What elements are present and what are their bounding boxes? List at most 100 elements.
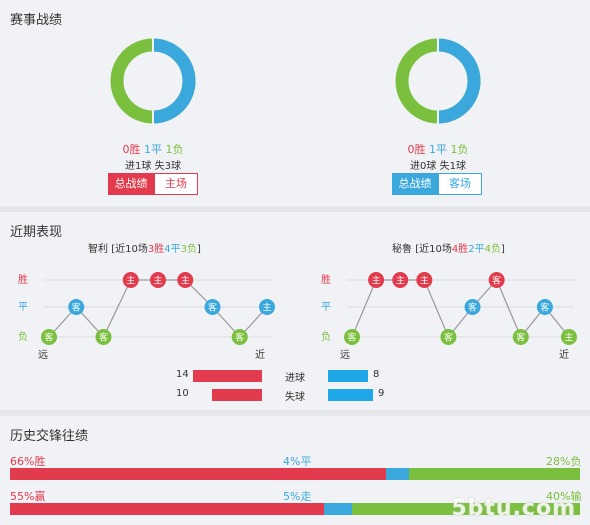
left-form-point	[68, 299, 85, 315]
right-form-venue-label: 主	[564, 332, 573, 344]
right-record-summary: 0胜 1平 1负	[388, 141, 488, 157]
left-goals-against-bar	[212, 389, 262, 401]
left-axis-draw: 平	[18, 302, 28, 313]
right-axis-win: 胜	[321, 274, 331, 286]
right-form-point	[488, 272, 505, 288]
right-recent-suffix: ]	[500, 244, 505, 255]
right-form-point	[464, 299, 481, 315]
left-form-venue-label: 主	[181, 275, 190, 287]
history-row2-draw-label: 5%走	[283, 490, 312, 503]
left-form-venue-label: 客	[99, 332, 108, 344]
right-axis-far: 远	[340, 349, 350, 361]
left-form-line: 客客客主主主客客主	[41, 272, 275, 345]
right-form-venue-label: 主	[372, 275, 381, 287]
right-recent-title: 秘鲁 [近10场4胜2平4负]	[392, 240, 505, 255]
left-form-point	[122, 272, 139, 288]
left-axis-far: 远	[38, 349, 48, 361]
right-record-draw: 1平	[429, 143, 447, 156]
right-team-name: 秘鲁	[392, 244, 412, 255]
record-panel: 赛事战绩 0胜 1平 1负 进1球 失3球 总战绩 主场 0胜 1平 1负 进0…	[0, 0, 590, 206]
left-form-venue-label: 客	[72, 302, 81, 314]
left-recent-loss: 3负	[180, 244, 197, 255]
left-tab-overall[interactable]: 总战绩	[108, 173, 154, 195]
right-recent-loss: 4负	[484, 244, 501, 255]
right-goals-for-bar	[328, 370, 368, 382]
history-section-title: 历史交锋往绩	[10, 429, 89, 444]
right-form-path	[351, 278, 570, 339]
left-record-draw: 1平	[144, 143, 162, 156]
right-goals-against-value: 9	[378, 388, 385, 399]
right-form-venue-label: 客	[347, 332, 356, 344]
recent-form-charts: 胜 平 负 远 近 胜 平 负 远 近 客客客主主主客客主 客主主主客客客客客主	[18, 272, 577, 361]
right-form-point	[512, 329, 529, 345]
left-form-venue-label: 客	[235, 332, 244, 344]
right-form-venue-label: 客	[468, 302, 477, 314]
left-recent-draw: 4平	[164, 244, 181, 255]
left-form-venue-label: 主	[153, 275, 162, 287]
left-donut-blue	[152, 38, 196, 124]
right-form-venue-label: 客	[516, 332, 525, 344]
watermark-logo: 5btu.com	[451, 496, 576, 521]
left-form-venue-label: 客	[208, 302, 217, 314]
history-panel: 历史交锋往绩 66%胜 4%平 28%负 55%赢 5%走 40%输 5btu.…	[0, 416, 590, 525]
right-axis-near: 近	[559, 348, 569, 361]
history-row1-loss-segment	[408, 468, 580, 480]
right-form-venue-label: 客	[540, 302, 549, 314]
history-row1-win-segment	[10, 468, 387, 480]
left-axis-near: 近	[255, 348, 265, 361]
left-team-name: 智利	[88, 244, 108, 255]
left-form-point	[177, 272, 194, 288]
goals-conceded-label: 失球	[285, 392, 305, 403]
right-axis-loss: 负	[321, 330, 331, 343]
left-form-point	[259, 299, 275, 315]
right-donut-blue	[437, 38, 481, 124]
left-axis-loss: 负	[18, 330, 28, 343]
left-form-venue-label: 客	[44, 332, 53, 344]
right-form-point	[440, 329, 457, 345]
left-axis-win: 胜	[18, 274, 28, 286]
history-row2-loss-segment	[352, 503, 580, 515]
right-form-venue-label: 客	[492, 275, 501, 287]
history-row2-bar	[10, 503, 580, 515]
left-form-axis: 胜 平 负 远 近	[18, 274, 265, 361]
right-form-point	[536, 299, 553, 315]
left-record-donut	[110, 38, 196, 124]
right-goals-against-bar	[328, 389, 373, 401]
left-goals-for-value: 14	[176, 369, 189, 380]
left-form-point	[41, 329, 57, 345]
left-goals-against-value: 10	[176, 388, 189, 399]
right-form-point	[416, 272, 433, 288]
left-recent-win: 3胜	[147, 244, 165, 255]
history-row1-bar	[10, 468, 580, 480]
left-record-summary: 0胜 1平 1负	[103, 141, 203, 157]
right-tab-overall[interactable]: 总战绩	[392, 173, 438, 195]
left-record-loss: 1负	[165, 143, 184, 156]
right-form-venue-label: 主	[396, 275, 405, 287]
recent-panel: 近期表现 智利 [近10场3胜4平3负] 秘鲁 [近10场4胜2平4负] 胜 平…	[0, 212, 590, 410]
right-recent-prefix: [近10场	[415, 244, 452, 255]
history-row2-win-label: 55%赢	[10, 490, 46, 503]
left-form-point	[150, 272, 166, 288]
right-form-point	[561, 329, 577, 345]
right-form-axis: 胜 平 负 远 近	[321, 274, 569, 361]
right-axis-draw: 平	[321, 302, 331, 313]
left-form-venue-label: 主	[126, 275, 135, 287]
left-goals-for-bar	[193, 370, 262, 382]
left-record-goals: 进1球 失3球	[125, 161, 181, 172]
history-row2-draw-segment	[323, 503, 352, 515]
record-section-title: 赛事战绩	[10, 13, 63, 28]
left-record-win: 0胜	[122, 143, 141, 156]
right-record-win: 0胜	[407, 143, 426, 156]
history-row2-loss-label: 40%输	[546, 490, 582, 503]
right-form-point	[368, 272, 385, 288]
right-form-venue-label: 主	[420, 275, 429, 287]
left-tab-home[interactable]: 主场	[154, 173, 198, 195]
history-row1-loss-label: 28%负	[546, 455, 582, 468]
left-form-point	[204, 299, 221, 315]
right-tab-away[interactable]: 客场	[438, 173, 482, 195]
right-recent-win: 4胜	[451, 244, 469, 255]
left-form-point	[95, 329, 112, 345]
right-form-venue-label: 客	[444, 332, 453, 344]
left-recent-prefix: [近10场	[111, 244, 148, 255]
right-form-point	[392, 272, 409, 288]
